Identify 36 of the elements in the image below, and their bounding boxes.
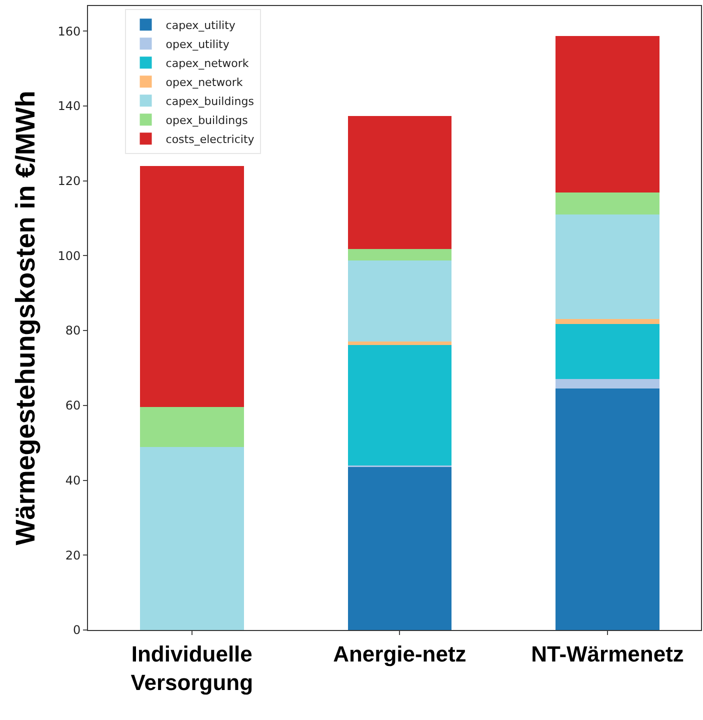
y-tick-label: 0 — [72, 623, 81, 638]
y-tick-label: 40 — [65, 473, 81, 488]
y-tick-label: 100 — [58, 248, 81, 263]
y-tick-label: 160 — [58, 24, 81, 38]
y-tick-label: 80 — [65, 324, 81, 338]
y-tick-label: 120 — [58, 174, 81, 188]
bar — [556, 192, 660, 214]
legend-label: capex_buildings — [166, 94, 254, 108]
bar — [348, 116, 452, 249]
y-tick-label: 60 — [65, 398, 81, 413]
bar — [556, 324, 660, 380]
legend-label: costs_electricity — [166, 132, 255, 146]
bar — [348, 248, 452, 261]
legend-label: opex_buildings — [166, 114, 248, 127]
y-axis-title: Wärmegestehungskosten in €/MWh — [10, 90, 41, 546]
legend-label: capex_network — [166, 56, 250, 70]
bar — [140, 406, 244, 447]
bar — [556, 379, 660, 389]
bar — [556, 388, 660, 630]
bar — [348, 341, 452, 345]
x-tick-label: NT-Wärmenetz — [531, 641, 684, 666]
y-tick-label: 20 — [65, 548, 81, 562]
legend-label: capex_utility — [166, 18, 236, 32]
bar — [140, 166, 244, 407]
x-tick-label: Anergie-netz — [333, 641, 466, 666]
bar — [556, 318, 660, 324]
y-tick-label: 140 — [58, 99, 81, 114]
legend-label: opex_utility — [166, 38, 230, 51]
bar — [556, 214, 660, 319]
bar — [556, 36, 660, 192]
legend-label: opex_network — [166, 76, 244, 89]
bar — [348, 344, 452, 466]
x-tick-label: Individuelle Versorgung — [130, 641, 254, 695]
bar — [348, 260, 452, 342]
bar — [348, 466, 452, 630]
bar — [140, 446, 244, 630]
